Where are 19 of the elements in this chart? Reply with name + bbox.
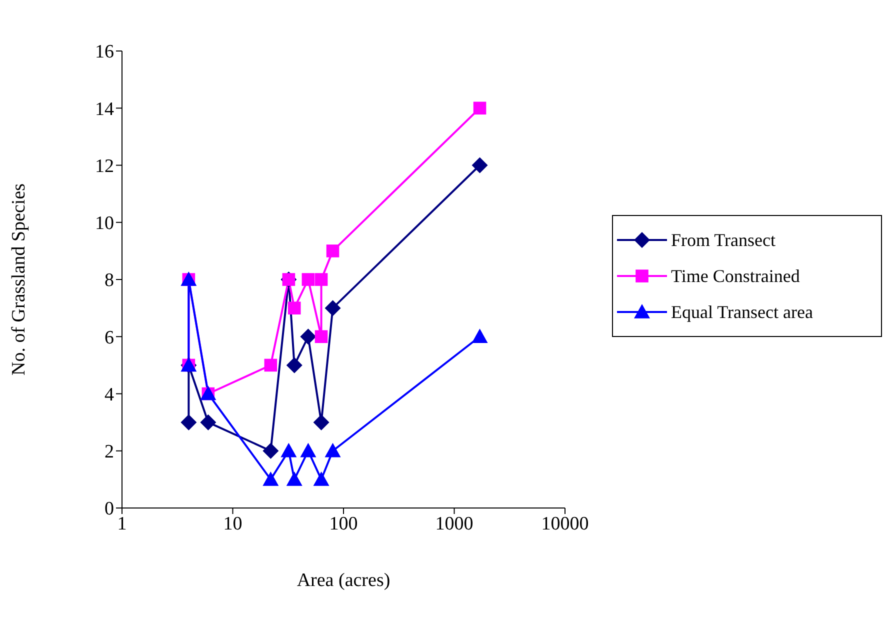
y-tick-label: 8: [104, 270, 114, 292]
x-tick-label: 1000: [435, 513, 474, 534]
x-tick-label: 100: [329, 513, 358, 534]
x-tick-label: 10000: [541, 513, 589, 534]
y-axis-title: No. of Grassland Species: [8, 183, 30, 376]
y-tick-label: 2: [104, 442, 114, 463]
y-tick-label: 10: [95, 213, 114, 234]
legend-label: Time Constrained: [671, 266, 800, 286]
x-tick-label: 1: [117, 513, 127, 534]
legend-label: Equal Transect area: [671, 302, 813, 322]
y-tick-label: 14: [95, 98, 114, 120]
x-tick-label: 10: [223, 513, 242, 534]
x-axis-title: Area (acres): [296, 570, 390, 591]
y-tick-label: 0: [104, 498, 114, 520]
y-tick-label: 16: [95, 42, 114, 63]
y-tick-label: 4: [104, 384, 114, 406]
legend-label: From Transect: [671, 230, 776, 250]
y-tick-label: 12: [95, 156, 114, 177]
y-tick-label: 6: [104, 327, 114, 348]
